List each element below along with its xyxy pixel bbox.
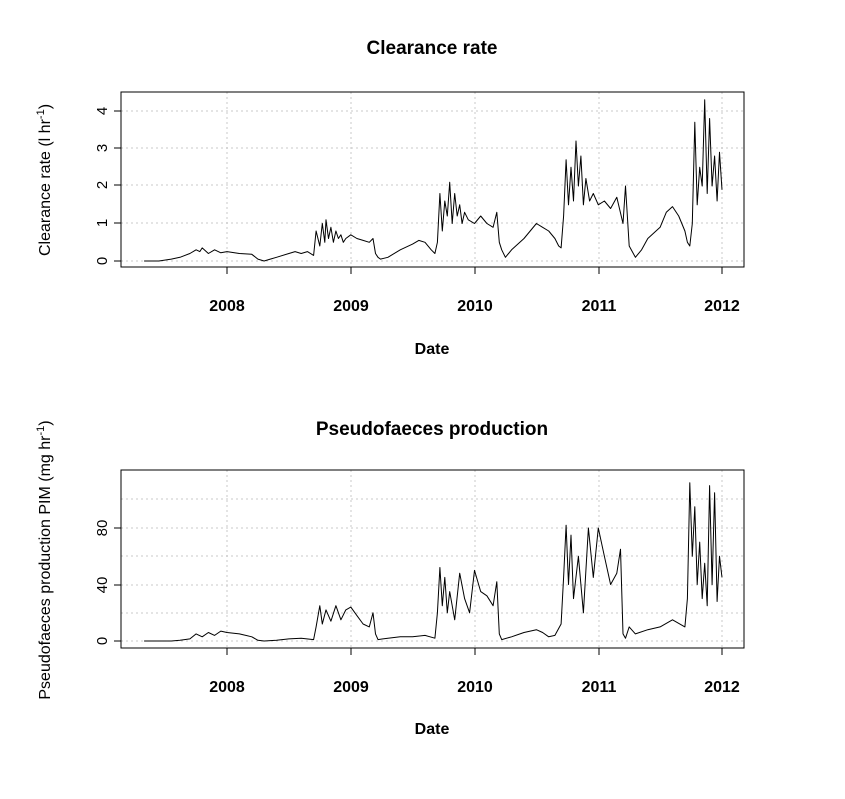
grid <box>121 470 744 648</box>
x-axis-label: Date <box>415 721 450 738</box>
y-axis: 0 1 2 3 4 <box>94 107 121 265</box>
series-line <box>144 99 723 262</box>
x-tick-label: 2009 <box>333 679 369 696</box>
x-tick-label: 2008 <box>209 679 245 696</box>
x-axis: 2008 2009 2010 2011 2012 <box>209 267 740 315</box>
grid <box>121 92 744 267</box>
x-tick-label: 2008 <box>209 298 245 315</box>
x-tick-label: 2011 <box>582 679 617 696</box>
y-tick-label: 0 <box>94 637 111 645</box>
x-tick-label: 2010 <box>457 298 493 315</box>
y-tick-label: 2 <box>94 181 111 189</box>
y-tick-label: 4 <box>94 107 111 115</box>
y-axis-label-superscript: -1 <box>35 109 47 119</box>
chart-title: Pseudofaeces production <box>316 419 548 440</box>
y-tick-label: 0 <box>94 257 111 265</box>
y-tick-label: 1 <box>94 219 111 227</box>
chart-title: Clearance rate <box>367 38 498 59</box>
y-axis-label-close: ) <box>37 420 54 425</box>
y-tick-label: 40 <box>94 577 111 594</box>
x-tick-label: 2012 <box>704 679 740 696</box>
y-axis-label: Pseudofaeces production PIM (mg hr-1) <box>35 420 54 699</box>
plot-frame <box>120 91 745 268</box>
x-tick-label: 2011 <box>582 298 617 315</box>
series-line <box>144 482 723 642</box>
y-tick-label: 80 <box>94 520 111 537</box>
x-axis-label: Date <box>415 341 450 358</box>
y-axis-label-main: Clearance rate (l hr <box>37 118 54 256</box>
series-group <box>144 99 723 262</box>
y-tick-label: 3 <box>94 144 111 152</box>
y-axis-label-superscript: -1 <box>35 426 47 436</box>
plot-frame <box>120 469 745 649</box>
y-axis-label-main: Pseudofaeces production PIM (mg hr <box>37 435 54 700</box>
y-axis-label: Clearance rate (l hr-1) <box>35 104 54 256</box>
series-group <box>144 482 723 642</box>
y-axis-label-close: ) <box>37 104 54 109</box>
x-tick-label: 2010 <box>457 679 493 696</box>
x-tick-label: 2012 <box>704 298 740 315</box>
x-tick-label: 2009 <box>333 298 369 315</box>
clearance-rate-panel: Clearance rate 0 1 2 3 4 2008 2009 2010 2011 201… <box>35 38 745 358</box>
x-axis: 2008 2009 2010 2011 2012 <box>209 648 740 696</box>
y-axis: 0 40 80 <box>94 520 121 645</box>
